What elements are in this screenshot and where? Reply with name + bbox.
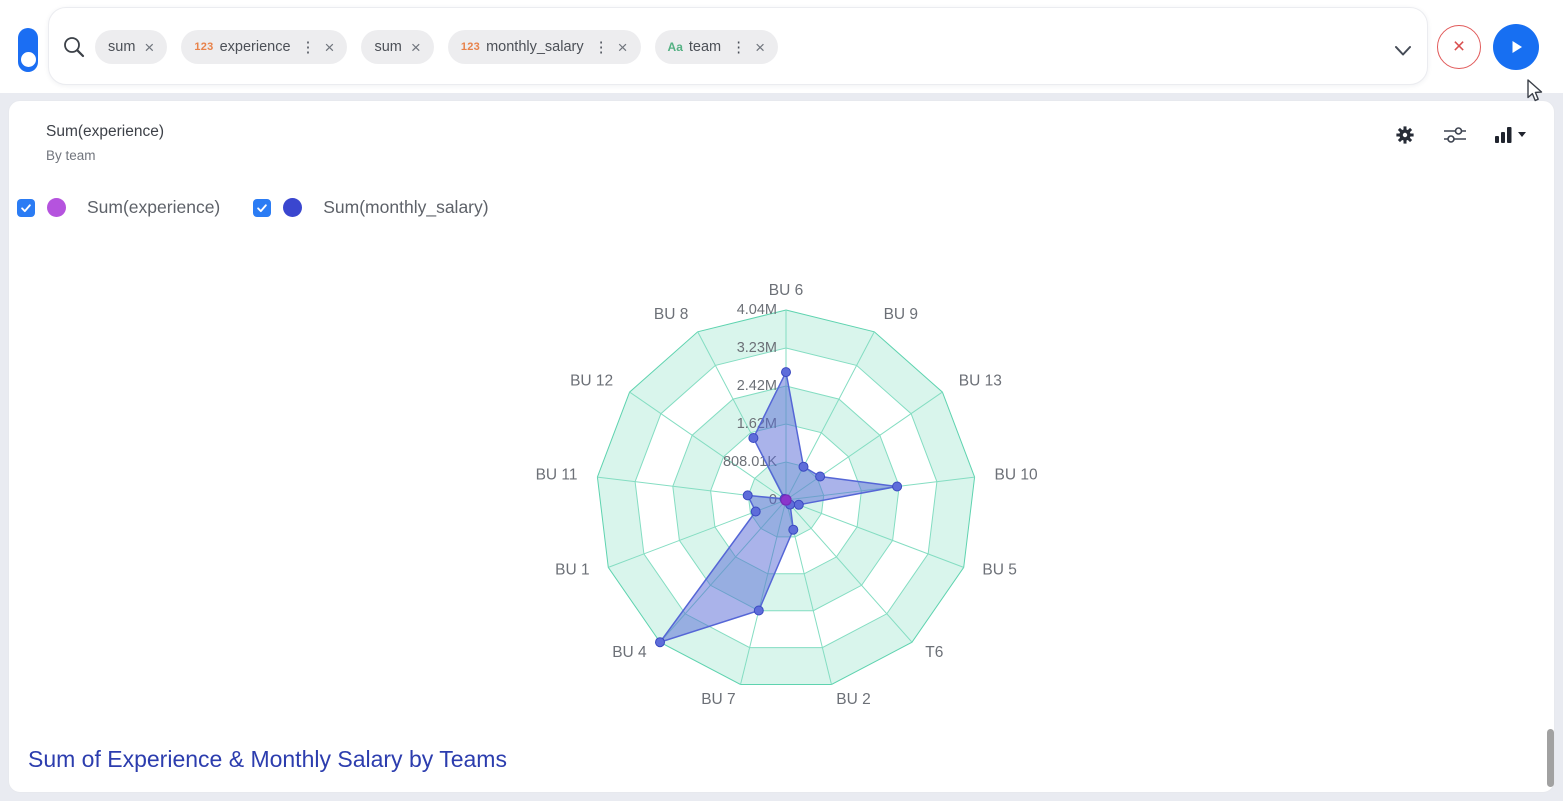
vertical-scrollbar-thumb[interactable] bbox=[1547, 729, 1554, 787]
search-token[interactable]: sum × bbox=[361, 30, 434, 64]
radar-grid-ring bbox=[634, 347, 938, 649]
radar-data-point[interactable] bbox=[780, 494, 792, 506]
search-input[interactable]: sum × 123 experience ⋮ × sum × 123 monthly_salary… bbox=[48, 7, 1428, 85]
radar-data-point[interactable] bbox=[892, 481, 903, 492]
radar-grid-ring bbox=[596, 309, 976, 685]
token-remove-icon[interactable]: × bbox=[617, 37, 628, 57]
chart-subtitle: By team bbox=[46, 148, 96, 163]
chart-type-bar-icon[interactable] bbox=[1495, 126, 1528, 144]
token-remove-icon[interactable]: × bbox=[144, 37, 155, 57]
radar-data-point[interactable] bbox=[742, 490, 753, 501]
token-remove-icon[interactable]: × bbox=[410, 37, 421, 57]
abort-search-button[interactable]: × bbox=[1437, 25, 1481, 69]
chart-card: Sum(experience) By team Sum(experience) S… bbox=[8, 100, 1555, 793]
legend-color-dot bbox=[283, 198, 303, 217]
radar-axis-label: BU 6 bbox=[769, 282, 803, 299]
radar-axis-line bbox=[785, 499, 964, 568]
play-icon bbox=[1512, 41, 1522, 53]
radar-axis-label: BU 10 bbox=[995, 467, 1038, 484]
legend-item: Sum(experience) bbox=[17, 197, 220, 218]
token-label: sum bbox=[374, 39, 402, 55]
token-remove-icon[interactable]: × bbox=[755, 37, 766, 57]
chart-title: Sum(experience) bbox=[46, 123, 165, 140]
radar-axis-label: BU 13 bbox=[959, 373, 1002, 390]
search-icon bbox=[64, 37, 85, 58]
chart-legend: Sum(experience) Sum(monthly_salary) bbox=[17, 197, 489, 218]
app-logo-icon[interactable] bbox=[18, 28, 38, 72]
token-label: sum bbox=[108, 39, 136, 55]
search-token[interactable]: 123 experience ⋮ × bbox=[181, 30, 348, 64]
chevron-down-icon bbox=[1518, 132, 1526, 137]
chevron-down-icon[interactable] bbox=[1394, 45, 1412, 57]
legend-label: Sum(experience) bbox=[87, 197, 221, 217]
numeric-column-icon: 123 bbox=[194, 41, 214, 53]
radar-grid-ring bbox=[710, 423, 862, 575]
radar-data-point[interactable] bbox=[750, 506, 761, 517]
radar-axis-label: BU 4 bbox=[612, 644, 647, 661]
token-label: team bbox=[688, 39, 722, 55]
numeric-column-icon: 123 bbox=[460, 41, 481, 53]
radar-data-point[interactable] bbox=[798, 461, 809, 472]
settings-gear-icon[interactable] bbox=[1395, 125, 1415, 145]
token-menu-icon[interactable]: ⋮ bbox=[300, 38, 316, 56]
legend-checkbox[interactable] bbox=[17, 198, 35, 217]
radar-data-point[interactable] bbox=[815, 471, 826, 482]
radar-tick-label: 2.42M bbox=[737, 378, 777, 394]
radar-axis-label: BU 11 bbox=[536, 467, 578, 484]
radar-data-point[interactable] bbox=[793, 499, 804, 510]
legend-item: Sum(monthly_salary) bbox=[253, 197, 489, 218]
abort-x-icon: × bbox=[1452, 35, 1466, 58]
legend-color-dot bbox=[47, 198, 66, 217]
search-topbar: sum × 123 experience ⋮ × sum × 123 monthly_salary… bbox=[0, 0, 1563, 93]
radar-grid-ring bbox=[672, 385, 900, 612]
radar-data-point[interactable] bbox=[788, 524, 799, 535]
search-token[interactable]: Aa team ⋮ × bbox=[654, 30, 779, 64]
token-menu-icon[interactable]: ⋮ bbox=[731, 38, 747, 56]
text-column-icon: Aa bbox=[667, 40, 683, 54]
radar-series-area bbox=[658, 369, 898, 644]
token-remove-icon[interactable]: × bbox=[324, 37, 335, 57]
radar-data-point[interactable] bbox=[748, 433, 759, 443]
radar-axis-line bbox=[785, 499, 913, 643]
radar-axis-label: BU 12 bbox=[570, 373, 613, 390]
radar-axis-label: T6 bbox=[925, 644, 943, 661]
radar-axis-label: BU 9 bbox=[884, 306, 918, 323]
mouse-cursor bbox=[1527, 79, 1543, 102]
radar-tick-label: 4.04M bbox=[737, 302, 777, 318]
legend-label: Sum(monthly_salary) bbox=[323, 197, 489, 217]
radar-data-point[interactable] bbox=[655, 637, 665, 648]
radar-data-point[interactable] bbox=[781, 367, 791, 378]
radar-axis-line bbox=[629, 391, 787, 501]
legend-checkbox[interactable] bbox=[253, 198, 272, 217]
radar-axis-label: BU 5 bbox=[982, 562, 1016, 579]
search-token[interactable]: sum × bbox=[95, 30, 168, 64]
radar-axis-label: BU 2 bbox=[836, 691, 870, 708]
token-menu-icon[interactable]: ⋮ bbox=[593, 38, 609, 56]
run-search-button[interactable] bbox=[1493, 24, 1539, 70]
search-token[interactable]: 123 monthly_salary ⋮ × bbox=[447, 30, 641, 64]
sliders-icon[interactable] bbox=[1442, 125, 1468, 145]
radar-data-point[interactable] bbox=[753, 605, 764, 616]
radar-axis-label: BU 8 bbox=[654, 306, 688, 323]
chart-footer-title: Sum of Experience & Monthly Salary by Te… bbox=[28, 746, 507, 772]
search-token-row: sum × 123 experience ⋮ × sum × 123 monthly_salary… bbox=[95, 30, 779, 64]
radar-axis-label: BU 7 bbox=[701, 691, 735, 708]
chart-toolbar bbox=[1395, 125, 1528, 145]
radar-tick-label: 3.23M bbox=[737, 340, 777, 356]
token-label: experience bbox=[219, 39, 291, 55]
radar-axis-label: BU 1 bbox=[555, 562, 589, 579]
token-label: monthly_salary bbox=[486, 39, 584, 55]
